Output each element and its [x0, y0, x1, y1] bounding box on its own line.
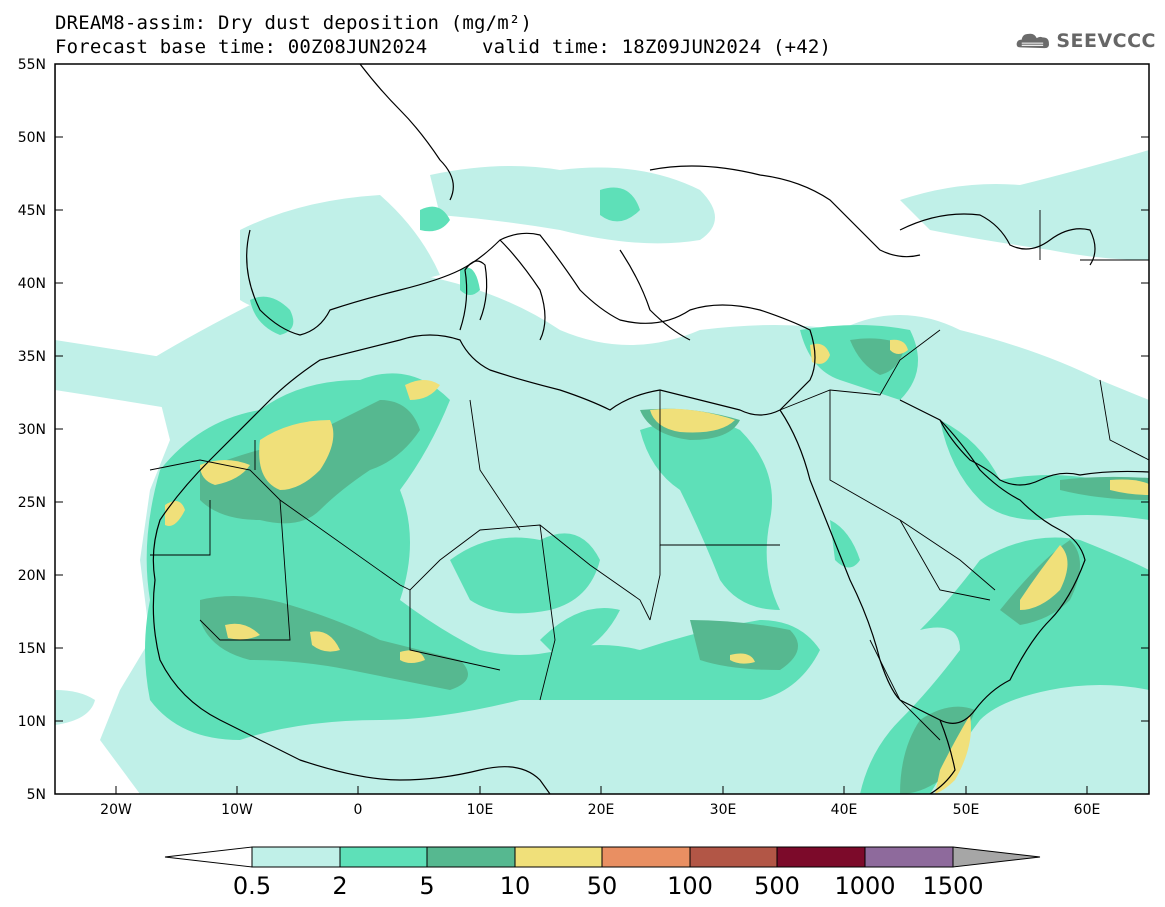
forecast-base-time: Forecast base time: 00Z08JUN2024: [55, 36, 428, 58]
lon-label: 20E: [588, 802, 615, 818]
dust-level-10: [165, 339, 1149, 794]
lon-label: 10E: [467, 802, 494, 818]
colorbar-label: 50: [586, 872, 618, 900]
lat-labels: 55N 50N 45N 40N 35N 30N 25N 20N 15N 10N …: [18, 57, 46, 803]
colorbar-swatch: [339, 846, 428, 868]
lon-label: 40E: [831, 802, 858, 818]
coastlines: [55, 64, 1149, 794]
lat-label: 30N: [18, 422, 46, 438]
cloud-icon: [1016, 33, 1049, 49]
colorbar-label: 500: [754, 872, 800, 900]
lat-label: 5N: [27, 787, 46, 803]
colorbar-label: 100: [667, 872, 713, 900]
lon-label: 0: [354, 802, 363, 818]
valid-time: valid time: 18Z09JUN2024 (+42): [482, 36, 832, 58]
colorbar-swatch: [776, 846, 866, 868]
colorbar-swatch: [864, 846, 954, 868]
colorbar-swatch: [251, 846, 341, 868]
colorbar-label: 1000: [834, 872, 896, 900]
lon-labels: 20W 10W 0 10E 20E 30E 40E 50E 60E: [100, 802, 1100, 818]
lon-label: 10W: [221, 802, 253, 818]
lat-label: 10N: [18, 714, 46, 730]
lat-label: 45N: [18, 203, 46, 219]
lat-ticks: [55, 63, 1149, 795]
lat-label: 40N: [18, 276, 46, 292]
lat-label: 15N: [18, 641, 46, 657]
colorbar-swatch: [426, 846, 516, 868]
colorbar-swatch: [689, 846, 778, 868]
colorbar-high-arrow: [952, 846, 1041, 868]
map-title: DREAM8-assim: Dry dust deposition (mg/m²…: [55, 12, 533, 34]
colorbar-label: 1500: [922, 872, 984, 900]
lon-ticks: [115, 786, 1088, 794]
colorbar-label: 5: [419, 872, 435, 900]
lat-label: 25N: [18, 495, 46, 511]
lon-label: 20W: [100, 802, 132, 818]
lat-label: 50N: [18, 130, 46, 146]
lon-label: 50E: [953, 802, 980, 818]
lat-label: 20N: [18, 568, 46, 584]
colorbar-swatch: [514, 846, 603, 868]
lon-label: 30E: [710, 802, 737, 818]
colorbar-swatch: [601, 846, 691, 868]
colorbar-label: 10: [499, 872, 531, 900]
colorbar: [164, 846, 1041, 868]
colorbar-label: 2: [332, 872, 348, 900]
colorbar-low-arrow: [164, 846, 253, 868]
country-borders: [149, 210, 1149, 741]
colorbar-label: 0.5: [232, 872, 272, 900]
logo-text: SEEVCCC: [1056, 30, 1156, 52]
lat-label: 35N: [18, 349, 46, 365]
lat-label: 55N: [18, 57, 46, 73]
seevccc-logo: SEEVCCC: [1016, 25, 1156, 57]
lon-label: 60E: [1074, 802, 1101, 818]
